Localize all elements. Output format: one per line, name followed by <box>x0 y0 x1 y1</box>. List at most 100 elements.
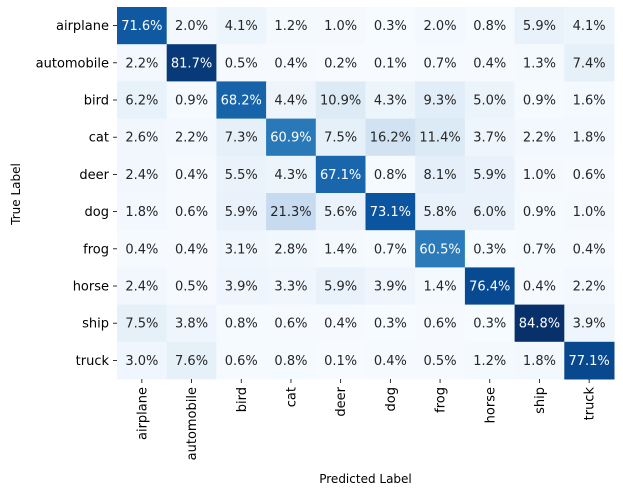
heatmap-cell <box>464 341 516 380</box>
cell-value-label: 0.5% <box>225 56 258 71</box>
cell-value-label: 73.1% <box>370 205 411 220</box>
heatmap-cell <box>415 193 466 231</box>
heatmap-cell <box>464 193 516 231</box>
heatmap-cell <box>315 304 366 343</box>
cell-value-label: 0.9% <box>175 94 208 109</box>
cell-value-label: 0.4% <box>473 56 506 71</box>
heatmap-cell <box>464 230 516 268</box>
heatmap-cell <box>564 155 615 194</box>
heatmap-cell <box>166 155 217 194</box>
y-axis-title: True Label <box>9 163 23 226</box>
cell-value-label: 68.2% <box>221 94 262 109</box>
heatmap-cell <box>216 304 267 343</box>
heatmap-cell <box>315 341 366 380</box>
cell-value-label: 0.6% <box>175 205 208 220</box>
heatmap-cell <box>166 267 217 306</box>
cell-value-label: 1.2% <box>274 19 307 34</box>
heatmap-cell <box>166 304 217 343</box>
cell-value-label: 0.6% <box>225 354 258 369</box>
cell-value-label: 60.5% <box>419 242 460 257</box>
cell-value-label: 0.9% <box>523 94 556 109</box>
heatmap-cell <box>415 341 466 380</box>
cell-value-label: 1.2% <box>473 354 506 369</box>
heatmap-cell <box>564 7 615 45</box>
cell-value-label: 0.4% <box>324 317 357 332</box>
x-tick-label: deer <box>334 386 349 416</box>
cell-value-label: 2.2% <box>175 131 208 146</box>
cell-value-label: 1.8% <box>125 205 158 220</box>
heatmap-cell <box>415 267 466 306</box>
cell-value-label: 0.2% <box>324 56 357 71</box>
heatmap-cell <box>415 118 466 157</box>
heatmap-cell <box>315 193 366 231</box>
cell-value-label: 0.4% <box>175 242 208 257</box>
cell-value-label: 0.4% <box>573 242 606 257</box>
cell-value-label: 0.5% <box>424 354 457 369</box>
y-axis-ticks: airplane automobile bird cat deer dog frog hors… <box>36 19 117 369</box>
heatmap-cell <box>365 341 416 380</box>
cell-value-label: 60.9% <box>270 131 311 146</box>
cell-value-label: 0.4% <box>274 56 307 71</box>
cell-value-label: 1.3% <box>523 56 556 71</box>
heatmap-cell <box>166 118 217 157</box>
cell-value-label: 2.0% <box>175 19 208 34</box>
cell-value-label: 2.4% <box>125 168 158 183</box>
cell-value-label: 77.1% <box>568 354 609 369</box>
cell-value-label: 0.4% <box>175 168 208 183</box>
cell-value-label: 1.0% <box>523 168 556 183</box>
heatmap-cell <box>315 81 366 120</box>
heatmap-cell <box>464 118 516 157</box>
cell-value-label: 10.9% <box>320 94 361 109</box>
cell-value-label: 7.3% <box>225 131 258 146</box>
cell-value-label: 2.2% <box>523 131 556 146</box>
heatmap-cell <box>266 304 317 343</box>
heatmap-cell <box>117 267 168 306</box>
y-tick-label: ship <box>82 317 109 332</box>
heatmap-cell <box>216 267 267 306</box>
heatmap-cell <box>266 7 317 45</box>
cell-value-label: 0.8% <box>473 19 506 34</box>
cell-value-label: 6.2% <box>125 94 158 109</box>
heatmap-cell <box>166 230 217 268</box>
heatmap-cell <box>365 81 416 120</box>
heatmap-cell <box>415 44 466 82</box>
x-tick-label: airplane <box>135 387 150 440</box>
cell-value-label: 0.7% <box>374 242 407 257</box>
heatmap-cell <box>216 44 267 82</box>
cell-value-label: 21.3% <box>270 205 311 220</box>
cell-value-label: 3.3% <box>274 280 307 295</box>
cell-value-label: 1.0% <box>324 19 357 34</box>
cell-value-label: 0.9% <box>523 205 556 220</box>
heatmap-cell <box>216 7 267 45</box>
heatmap-cell <box>216 118 267 157</box>
y-tick-label: frog <box>83 242 109 257</box>
heatmap-cell <box>514 44 565 82</box>
cell-value-label: 0.5% <box>175 280 208 295</box>
cell-value-label: 0.4% <box>523 280 556 295</box>
y-tick-label: airplane <box>56 19 109 34</box>
heatmap-cell <box>117 155 168 194</box>
heatmap-cell <box>564 230 615 268</box>
cell-value-label: 6.0% <box>473 205 506 220</box>
heatmap-cell <box>266 155 317 194</box>
heatmap-cell <box>166 7 217 45</box>
heatmap-cell <box>216 341 267 380</box>
x-axis-title: Predicted Label <box>319 472 412 486</box>
cell-value-label: 2.2% <box>573 280 606 295</box>
cell-value-label: 9.3% <box>424 94 457 109</box>
x-tick-label: horse <box>483 387 498 423</box>
heatmap-cell <box>166 341 217 380</box>
cell-value-label: 0.1% <box>324 354 357 369</box>
heatmap-cell <box>365 118 416 157</box>
heatmap-cell <box>415 230 466 268</box>
cell-value-label: 3.9% <box>573 317 606 332</box>
cell-value-label: 2.4% <box>125 280 158 295</box>
heatmap-cell <box>365 193 416 231</box>
heatmap-cell <box>514 81 565 120</box>
y-tick-label: truck <box>76 354 110 369</box>
heatmap-cell <box>266 230 317 268</box>
heatmap-cell <box>514 341 565 380</box>
cell-value-label: 3.0% <box>125 354 158 369</box>
heatmap-cell <box>266 44 317 82</box>
heatmap-cell <box>564 267 615 306</box>
